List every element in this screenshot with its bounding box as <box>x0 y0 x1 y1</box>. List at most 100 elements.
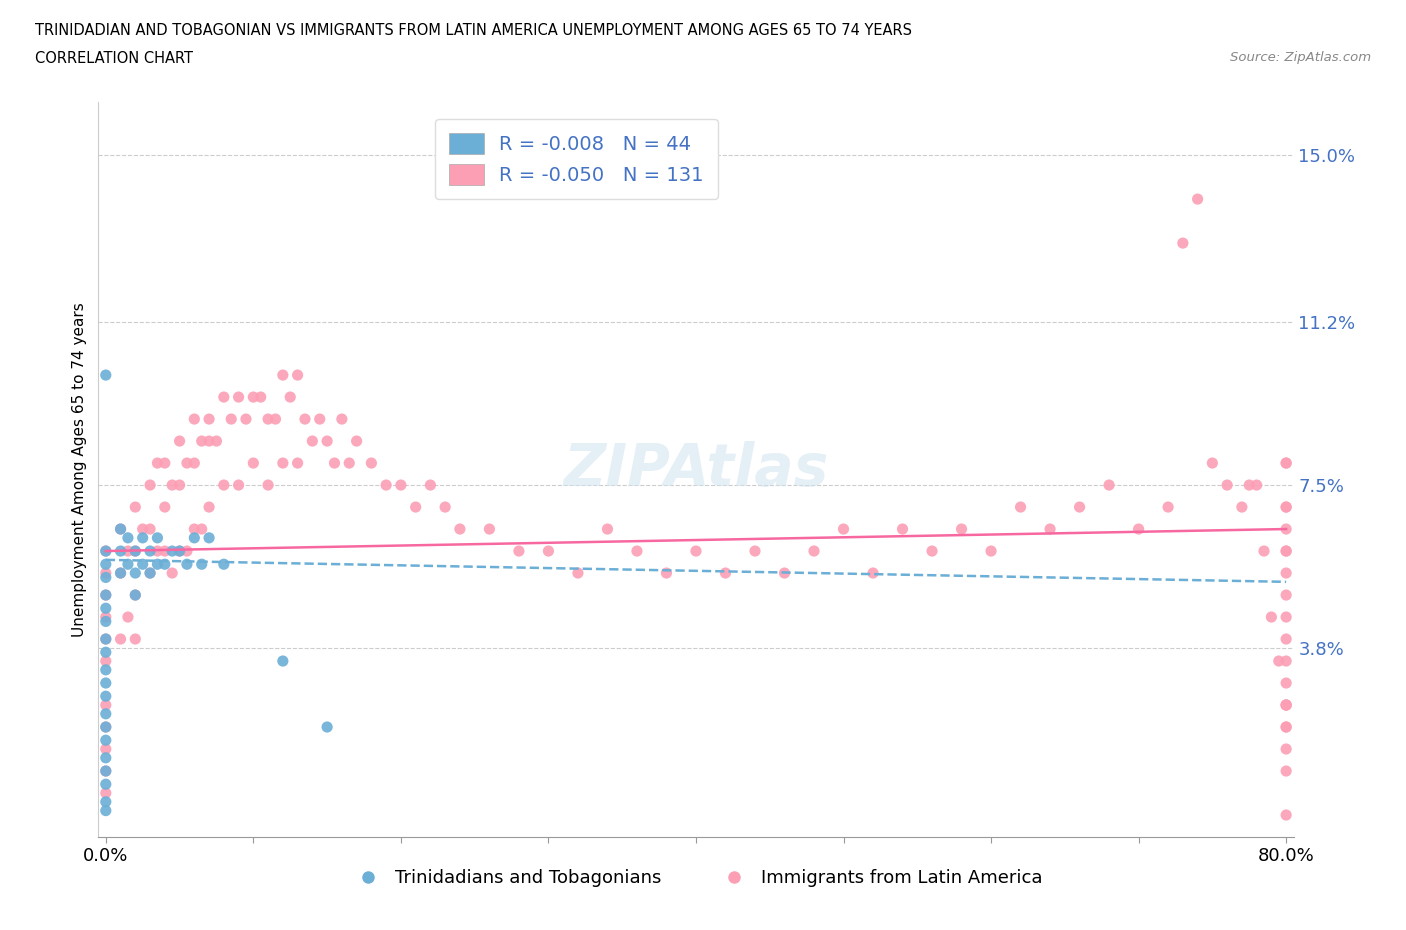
Point <box>176 544 198 559</box>
Point <box>1275 698 1298 712</box>
Point <box>94 698 117 712</box>
Point <box>419 478 441 493</box>
Text: Source: ZipAtlas.com: Source: ZipAtlas.com <box>1230 51 1371 64</box>
Point <box>1098 478 1121 493</box>
Point <box>94 741 117 756</box>
Point <box>773 565 796 580</box>
Point <box>449 522 471 537</box>
Point <box>94 565 117 580</box>
Point <box>153 544 176 559</box>
Point <box>1039 522 1062 537</box>
Point <box>337 456 360 471</box>
Point <box>219 412 242 427</box>
Point <box>198 433 221 448</box>
Point <box>685 544 707 559</box>
Point <box>94 544 117 559</box>
Point <box>1275 698 1298 712</box>
Point <box>169 478 191 493</box>
Point <box>1275 609 1298 624</box>
Point <box>405 499 427 514</box>
Text: ZIPAtlas: ZIPAtlas <box>564 441 828 498</box>
Point <box>169 544 191 559</box>
Point <box>249 390 271 405</box>
Point <box>94 654 117 669</box>
Point <box>131 530 153 545</box>
Point <box>94 601 117 616</box>
Text: TRINIDADIAN AND TOBAGONIAN VS IMMIGRANTS FROM LATIN AMERICA UNEMPLOYMENT AMONG A: TRINIDADIAN AND TOBAGONIAN VS IMMIGRANTS… <box>35 23 912 38</box>
Point <box>160 544 183 559</box>
Point <box>1230 499 1253 514</box>
Point <box>330 412 353 427</box>
Point <box>832 522 855 537</box>
Point <box>190 557 212 572</box>
Point <box>271 456 294 471</box>
Point <box>1216 478 1239 493</box>
Point <box>139 478 162 493</box>
Point <box>921 544 943 559</box>
Point <box>94 631 117 646</box>
Point <box>139 522 162 537</box>
Point <box>264 412 287 427</box>
Point <box>146 557 169 572</box>
Point <box>117 557 139 572</box>
Point <box>110 565 132 580</box>
Point <box>183 412 205 427</box>
Point <box>94 751 117 765</box>
Point <box>183 456 205 471</box>
Point <box>94 689 117 704</box>
Point <box>1275 544 1298 559</box>
Point <box>950 522 973 537</box>
Point <box>1275 456 1298 471</box>
Point <box>1253 544 1275 559</box>
Point <box>94 588 117 603</box>
Point <box>235 412 257 427</box>
Point <box>146 456 169 471</box>
Point <box>228 390 250 405</box>
Point <box>94 764 117 778</box>
Point <box>655 565 678 580</box>
Point <box>205 433 228 448</box>
Point <box>1069 499 1091 514</box>
Point <box>308 412 330 427</box>
Point <box>124 565 146 580</box>
Point <box>124 544 146 559</box>
Point <box>375 478 398 493</box>
Point <box>94 544 117 559</box>
Point <box>94 367 117 382</box>
Point <box>389 478 412 493</box>
Point <box>153 456 176 471</box>
Point <box>176 456 198 471</box>
Legend: Trinidadians and Tobagonians, Immigrants from Latin America: Trinidadians and Tobagonians, Immigrants… <box>343 862 1049 894</box>
Point <box>146 530 169 545</box>
Point <box>714 565 737 580</box>
Point <box>139 565 162 580</box>
Point <box>117 530 139 545</box>
Point <box>139 565 162 580</box>
Point <box>139 544 162 559</box>
Point <box>153 499 176 514</box>
Point <box>1128 522 1150 537</box>
Point <box>257 412 280 427</box>
Point <box>94 609 117 624</box>
Point <box>1260 609 1282 624</box>
Point <box>169 544 191 559</box>
Point <box>271 367 294 382</box>
Point <box>94 570 117 585</box>
Point <box>183 522 205 537</box>
Point <box>94 707 117 722</box>
Point <box>110 544 132 559</box>
Point <box>183 530 205 545</box>
Point <box>980 544 1002 559</box>
Point <box>110 522 132 537</box>
Point <box>212 390 235 405</box>
Point <box>198 499 221 514</box>
Point <box>1275 544 1298 559</box>
Point <box>1275 499 1298 514</box>
Point <box>1171 235 1194 250</box>
Point <box>434 499 457 514</box>
Point <box>1187 192 1209 206</box>
Point <box>94 614 117 629</box>
Point <box>567 565 589 580</box>
Point <box>596 522 619 537</box>
Point <box>1268 654 1291 669</box>
